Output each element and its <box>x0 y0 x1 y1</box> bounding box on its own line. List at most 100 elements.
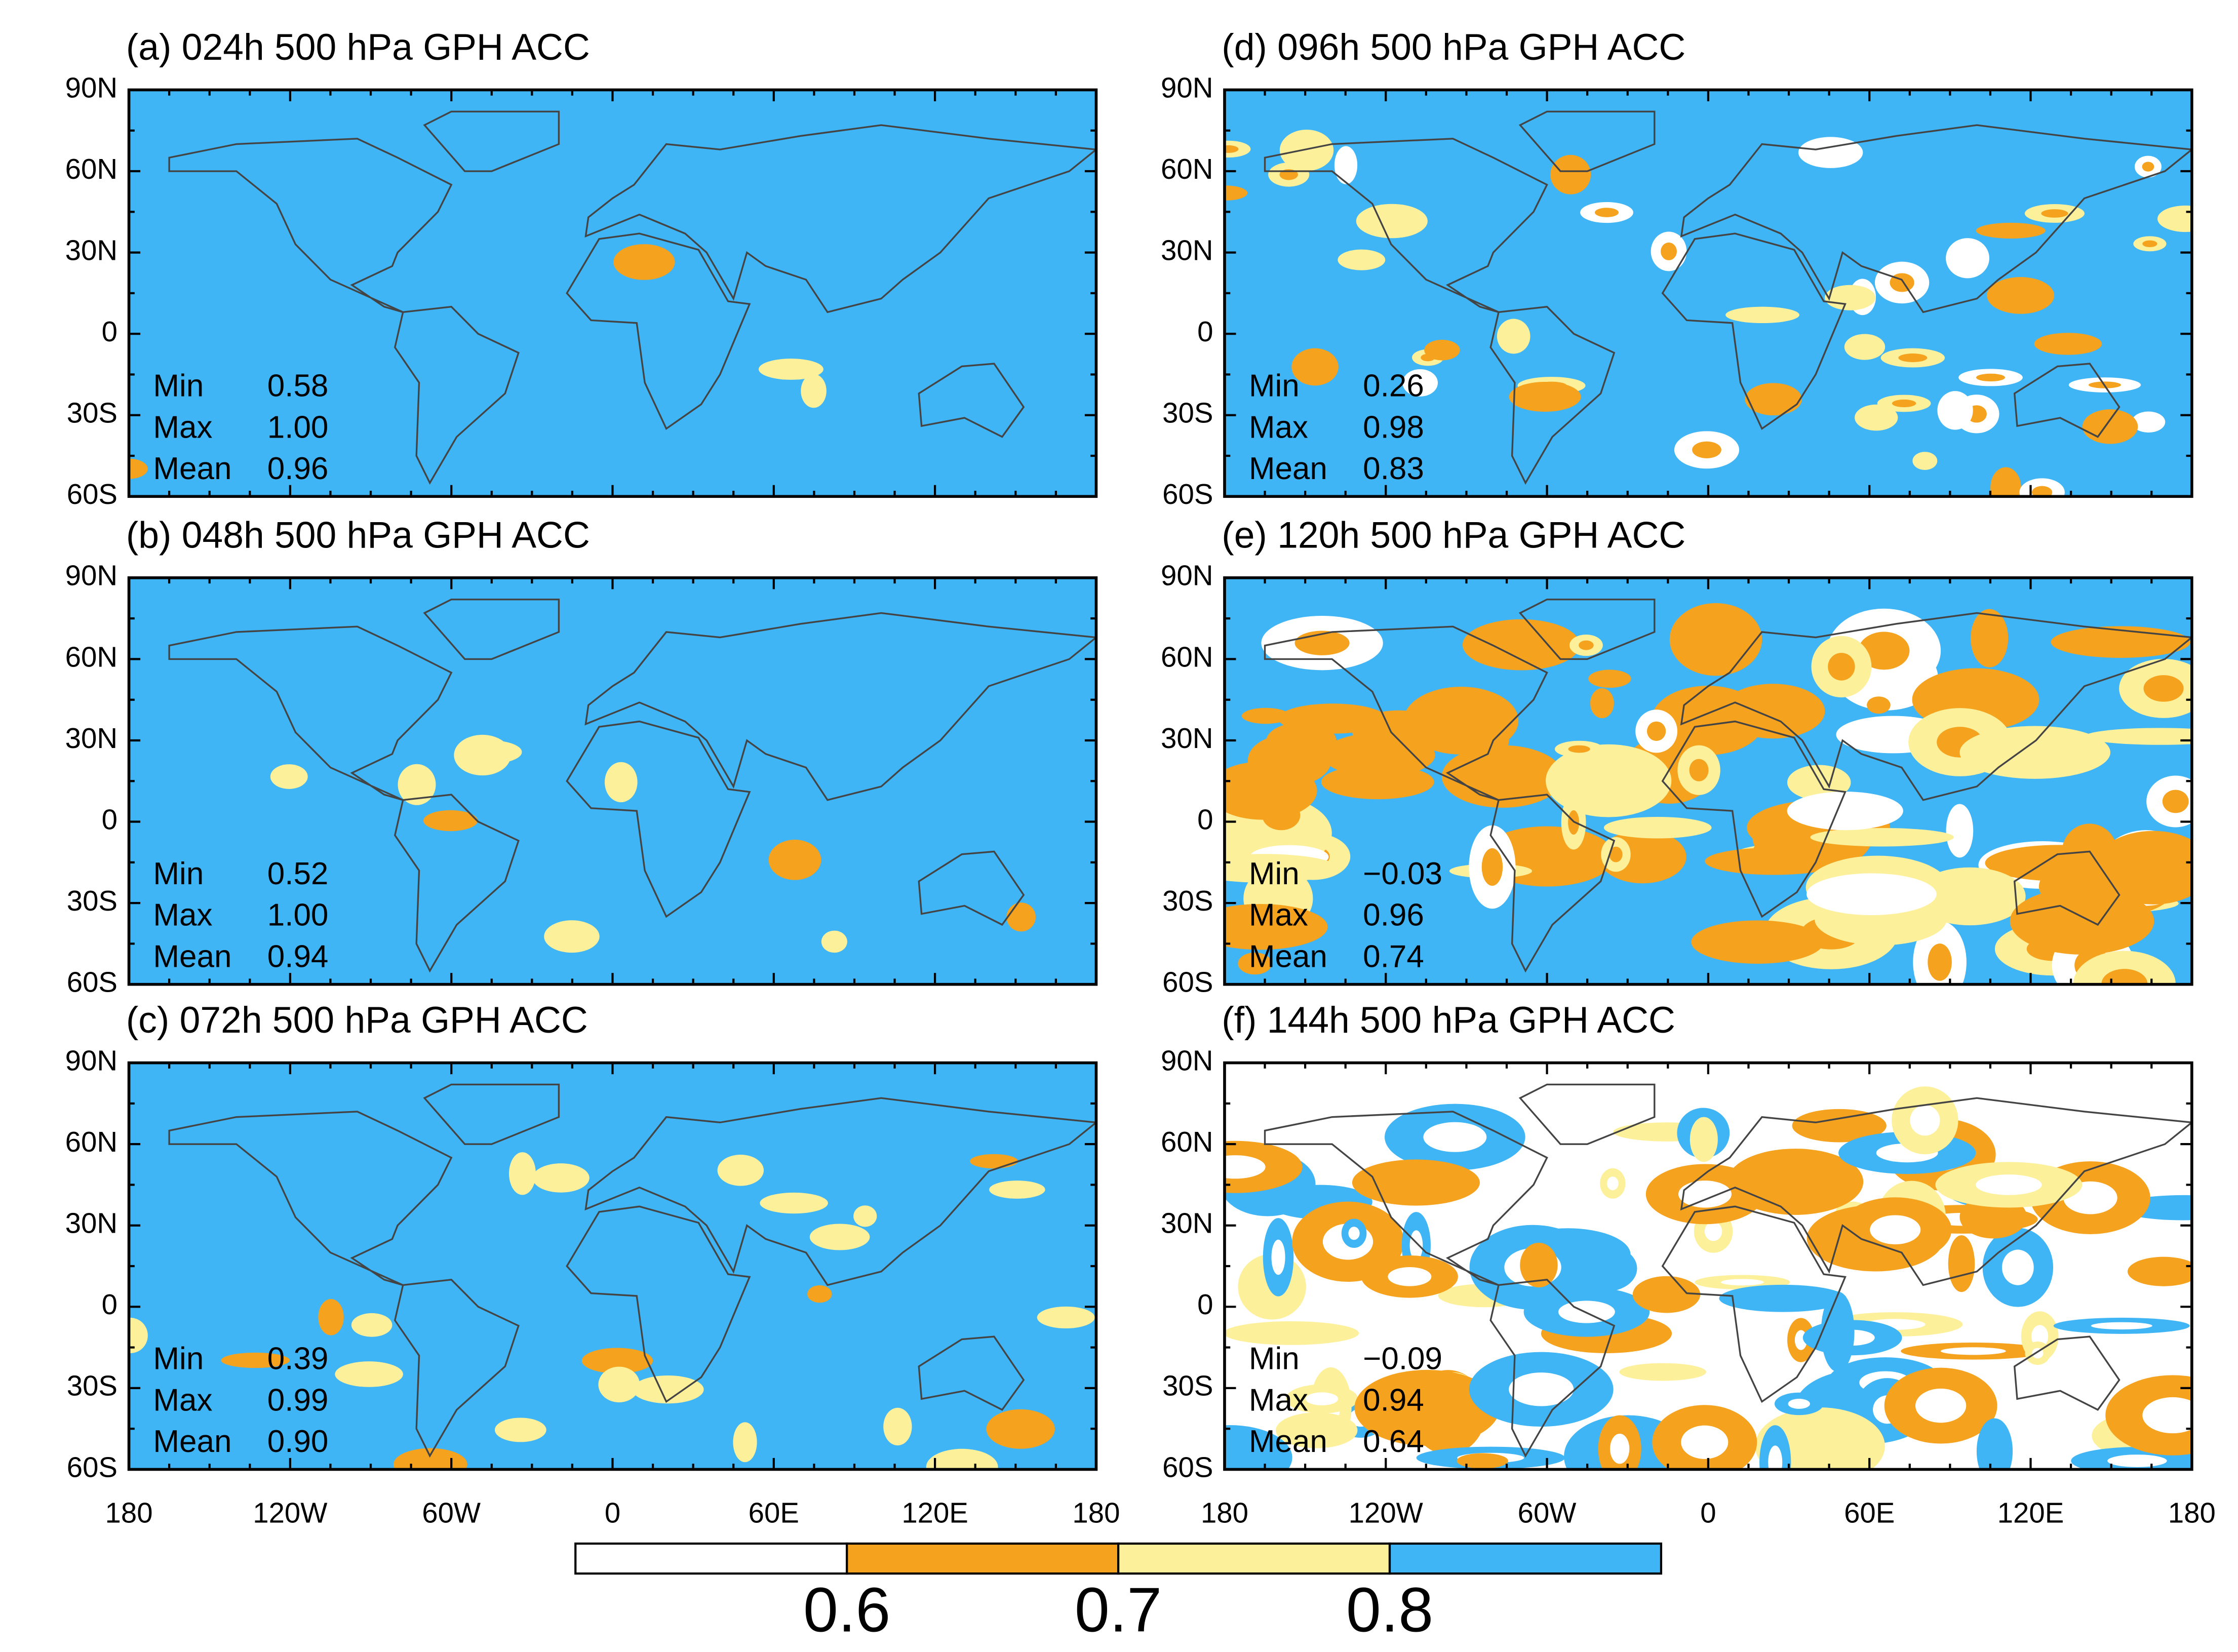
lat-tick-label: 90N <box>1161 1044 1213 1076</box>
lat-tick-label: 90N <box>1161 560 1213 592</box>
coastline <box>2013 850 2121 926</box>
contour-region <box>1892 399 1916 408</box>
contour-region <box>2143 675 2184 702</box>
colorbar-label: 0.8 <box>1346 1575 1433 1645</box>
contour-region <box>1528 390 1561 404</box>
contour-region <box>760 1192 828 1214</box>
contour-region <box>1334 146 1358 184</box>
stat-value: 0.94 <box>1363 1383 1424 1418</box>
contour-region <box>2082 409 2138 444</box>
colorbar-label: 0.7 <box>1075 1575 1162 1645</box>
contour-region <box>2128 1256 2192 1286</box>
coastline <box>1264 138 1548 313</box>
contour-region <box>1976 222 2046 239</box>
map <box>1224 1063 2192 1470</box>
contour-region <box>351 1313 392 1337</box>
stat-label: Min <box>153 1342 204 1376</box>
lat-tick-label: 0 <box>102 803 117 835</box>
stat-value: 0.64 <box>1363 1424 1424 1459</box>
contour-region <box>1692 441 1721 458</box>
colorbar-segment <box>1117 1542 1391 1575</box>
lat-tick-label: 30S <box>67 1370 117 1402</box>
stat-label: Max <box>1249 410 1308 445</box>
map <box>129 1063 1096 1470</box>
lat-tick-label: 30N <box>65 1207 117 1239</box>
colorbar-label: 0.6 <box>803 1575 890 1645</box>
lat-tick-label: 60S <box>67 966 117 998</box>
coastline <box>1518 598 1656 660</box>
contour-region <box>1669 603 1762 676</box>
contour-region <box>1704 1222 1722 1241</box>
contour-region <box>1423 1122 1487 1152</box>
stat-label: Mean <box>153 451 231 486</box>
contour-region <box>604 762 638 803</box>
panel-title: (f) 144h 500 hPa GPH ACC <box>1222 999 1675 1041</box>
contour-region <box>1619 1363 1707 1381</box>
lon-tick-label: 60W <box>1518 1497 1577 1528</box>
coastline <box>1680 124 2192 313</box>
lat-tick-label: 60S <box>67 478 117 510</box>
contour-region <box>1681 1425 1729 1459</box>
contour-region <box>1520 1242 1558 1288</box>
stat-value: 0.96 <box>267 451 329 486</box>
contour-region <box>717 1155 764 1186</box>
stat-label: Min <box>1249 1342 1300 1376</box>
coastline <box>1661 232 1847 430</box>
stat-value: 0.58 <box>267 369 329 404</box>
lat-tick-label: 90N <box>65 560 117 592</box>
contour-region <box>1828 653 1855 681</box>
contour-region <box>1481 848 1503 886</box>
contour-region <box>1821 1291 1855 1372</box>
contour-region <box>883 1407 912 1446</box>
coastline <box>2013 1335 2121 1411</box>
contour-region <box>2132 411 2166 433</box>
stat-value: 0.83 <box>1363 451 1424 486</box>
coastline <box>918 850 1025 926</box>
contour-region <box>2034 333 2102 355</box>
contour-region <box>1441 745 1564 808</box>
contour-region <box>1646 721 1666 741</box>
stat-value: 1.00 <box>267 898 329 933</box>
stat-label: Min <box>153 856 204 891</box>
contour-region <box>598 1366 640 1403</box>
stat-value: 0.96 <box>1363 898 1424 933</box>
contour-region <box>733 1422 757 1463</box>
contour-region <box>768 840 821 880</box>
contour-region <box>1575 1245 1637 1292</box>
stat-label: Max <box>1249 898 1308 933</box>
contour-region <box>1807 873 1937 916</box>
contour-region <box>1568 745 1590 753</box>
panel-title: (a) 024h 500 hPa GPH ACC <box>126 26 590 68</box>
lat-tick-label: 30S <box>67 885 117 917</box>
contour-region <box>1976 1418 2013 1470</box>
contour-region <box>1946 238 1989 279</box>
lat-tick-label: 90N <box>65 1044 117 1076</box>
contour-region <box>1928 943 1952 981</box>
contour-region <box>807 1285 832 1303</box>
coastline <box>168 1111 453 1286</box>
contour-region <box>2142 1397 2192 1434</box>
stat-label: Mean <box>1249 939 1327 974</box>
map-field <box>129 90 1096 497</box>
lat-tick-label: 30S <box>1162 1370 1213 1402</box>
coastline <box>1489 794 1616 973</box>
stat-label: Max <box>153 410 212 445</box>
stat-value: 0.52 <box>267 856 329 891</box>
stat-value: 1.00 <box>267 410 329 445</box>
contour-region <box>1457 1453 1508 1469</box>
panel-title: (c) 072h 500 hPa GPH ACC <box>126 999 588 1041</box>
stat-value: 0.94 <box>267 939 329 974</box>
contour-region <box>853 1205 877 1227</box>
contour-region <box>809 1224 870 1250</box>
contour-region <box>2142 162 2154 172</box>
stat-label: Max <box>1249 1383 1308 1418</box>
contour-region <box>544 920 600 953</box>
lat-tick-label: 30S <box>67 397 117 429</box>
contour-region <box>1947 685 2005 714</box>
coastline <box>1264 1111 1548 1286</box>
contour-region <box>1912 452 1938 470</box>
coastline <box>394 1279 520 1458</box>
stat-value: 0.90 <box>267 1424 329 1459</box>
lat-tick-label: 60N <box>65 1126 117 1158</box>
